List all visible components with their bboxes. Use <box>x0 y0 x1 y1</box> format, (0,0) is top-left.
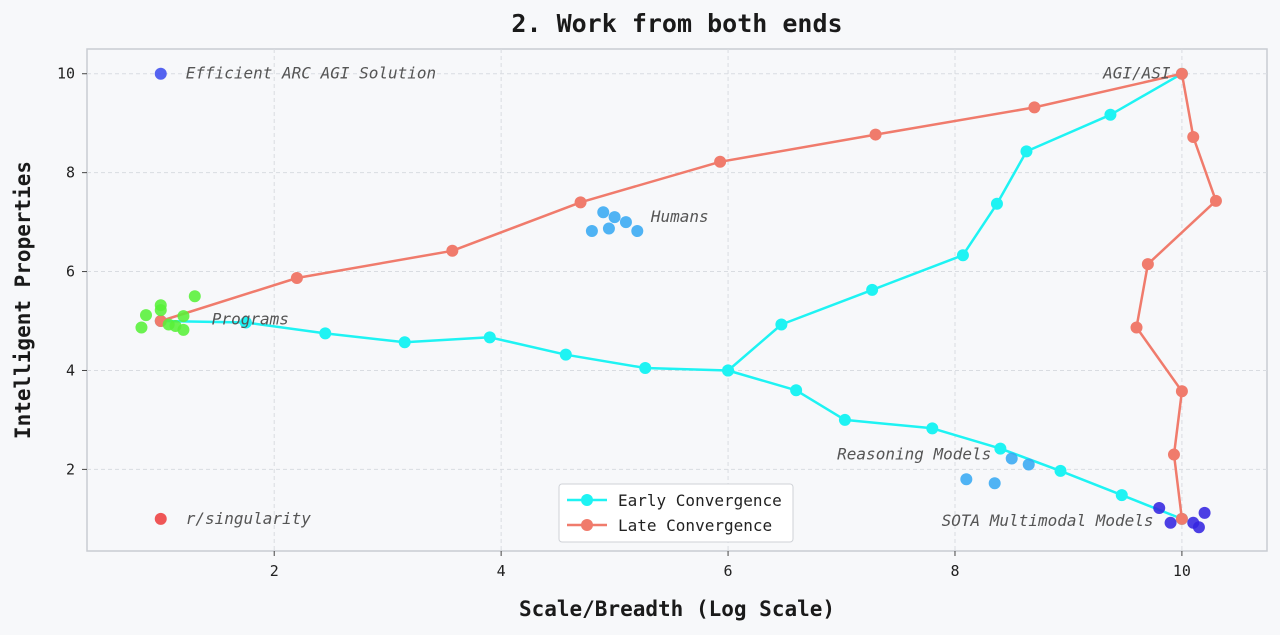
legend-label-late: Late Convergence <box>618 516 772 535</box>
series-point <box>446 244 459 257</box>
legend-label-early: Early Convergence <box>618 491 782 510</box>
scatter-point <box>608 211 621 224</box>
annotation-label: AGI/ASI <box>1102 64 1171 83</box>
series-point <box>398 336 411 349</box>
scatter-point <box>177 323 190 336</box>
x-tick-label: 4 <box>497 562 506 580</box>
grid <box>87 49 1267 551</box>
scatter-point <box>1192 521 1205 534</box>
scatter-group-0 <box>154 67 167 80</box>
x-axis-label: Scale/Breadth (Log Scale) <box>519 597 835 621</box>
y-tick-label: 4 <box>66 361 75 379</box>
scatter-point <box>1005 452 1018 465</box>
scatter-point <box>140 309 152 322</box>
series-point <box>722 364 735 377</box>
series-point <box>1028 101 1041 114</box>
scatter-group-3 <box>585 206 644 238</box>
series-point <box>956 249 969 262</box>
series-line <box>727 369 1183 521</box>
scatter-point <box>960 473 973 486</box>
legend-marker-late <box>581 519 593 531</box>
y-tick-label: 8 <box>66 164 75 182</box>
scatter-point <box>597 206 610 219</box>
series-point <box>574 196 587 209</box>
x-tick-label: 6 <box>724 562 733 580</box>
series-point <box>319 327 332 340</box>
series-point <box>559 348 572 361</box>
legend-box <box>558 483 794 543</box>
series-point <box>1130 321 1143 334</box>
legend-item-late: Late Convergence <box>567 516 772 535</box>
y-axis-label: Intelligent Properties <box>11 161 35 439</box>
series-point <box>1115 489 1128 502</box>
y-axis-ticks: 2 4 6 8 10 <box>57 65 87 478</box>
scatter-point <box>631 225 644 238</box>
annotation-label: SOTA Multimodal Models <box>942 511 1154 530</box>
chart-title: 2. Work from both ends <box>511 9 842 38</box>
scatter-point <box>619 216 632 229</box>
scatter-group-1 <box>154 512 167 525</box>
series-point <box>1104 108 1117 121</box>
scatter-point <box>154 512 167 525</box>
scatter-layer <box>135 67 1211 534</box>
x-tick-label: 10 <box>1173 562 1191 580</box>
series-point <box>790 384 803 397</box>
series-point <box>290 271 303 284</box>
series-point <box>1141 258 1154 271</box>
y-tick-label: 2 <box>66 460 75 478</box>
series-point <box>639 362 652 375</box>
annotation-label: Efficient ARC AGI Solution <box>186 64 436 83</box>
scatter-point <box>988 477 1001 490</box>
series-point <box>869 128 882 141</box>
scatter-group-2 <box>135 290 201 336</box>
series-point <box>1187 131 1200 144</box>
series-point <box>1175 67 1188 80</box>
scatter-point <box>135 321 148 334</box>
series-layer <box>154 67 1222 525</box>
scatter-point <box>1153 501 1166 514</box>
scatter-point <box>154 304 167 317</box>
scatter-point <box>602 222 615 235</box>
scatter-point <box>1198 506 1211 519</box>
x-axis-ticks: 2 4 6 8 10 <box>270 551 1191 580</box>
y-tick-label: 10 <box>57 65 75 83</box>
series-point <box>775 318 788 331</box>
annotation-label: r/singularity <box>186 509 312 528</box>
scatter-point <box>177 310 190 323</box>
annotation-layer: Efficient ARC AGI Solution AGI/ASI Humans P… <box>186 64 1171 530</box>
annotation-label: Humans <box>650 207 709 226</box>
series-point <box>838 413 851 426</box>
scatter-point <box>585 225 598 238</box>
legend-item-early: Early Convergence <box>567 491 782 510</box>
annotation-label: Reasoning Models <box>837 445 991 464</box>
annotation-label: Programs <box>212 310 289 329</box>
series-point <box>926 422 939 435</box>
y-tick-label: 6 <box>66 263 75 281</box>
series-point <box>483 331 496 344</box>
scatter-point <box>1164 516 1177 529</box>
series-2 <box>154 67 1222 525</box>
series-point <box>1020 145 1033 158</box>
legend-marker-early <box>581 494 593 506</box>
x-tick-label: 8 <box>950 562 959 580</box>
series-point <box>1167 448 1180 461</box>
scatter-group-4 <box>960 452 1035 490</box>
series-point <box>1209 194 1222 207</box>
scatter-group-5 <box>1153 501 1211 534</box>
x-tick-label: 2 <box>270 562 279 580</box>
scatter-point <box>1022 458 1035 471</box>
series-point <box>1175 385 1188 398</box>
series-point <box>994 442 1007 455</box>
legend: Early Convergence Late Convergence <box>558 483 794 543</box>
series-point <box>1054 464 1067 477</box>
scatter-point <box>188 290 201 303</box>
scatter-point <box>154 67 167 80</box>
series-point <box>714 155 727 168</box>
series-point <box>990 197 1003 210</box>
series-point <box>1175 512 1188 525</box>
series-point <box>866 283 879 296</box>
series-point <box>239 316 252 329</box>
